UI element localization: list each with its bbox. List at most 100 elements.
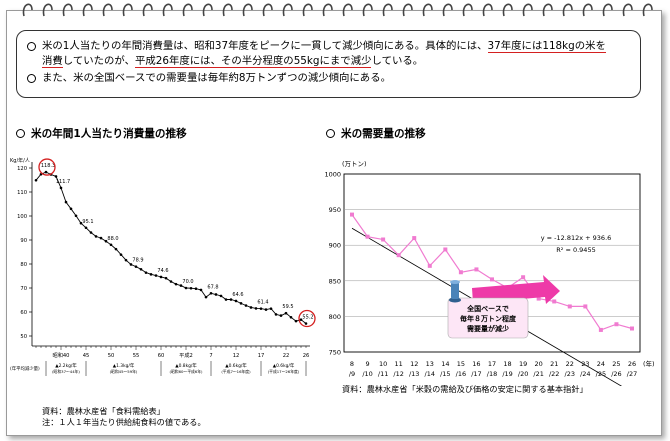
consumption-point xyxy=(179,284,183,287)
y-tick-label: 950 xyxy=(329,206,341,214)
demand-point xyxy=(443,247,448,252)
y-tick-label: 70 xyxy=(20,286,27,292)
summary-line-2: また、米の全国ベースでの需要量は毎年約8万トンずつの減少傾向にある。 xyxy=(27,71,630,86)
consumption-point xyxy=(244,304,248,307)
x-tick-label: 22 xyxy=(566,360,574,368)
x-tick-label: /12 xyxy=(393,370,403,378)
trend-equation: y = -12.812x + 936.6 xyxy=(541,234,612,242)
demand-point xyxy=(427,263,432,268)
consumption-point xyxy=(44,170,48,174)
binder-ring-icon xyxy=(482,3,493,17)
binder-ring-icon xyxy=(302,3,313,17)
y-tick-label: 750 xyxy=(329,349,341,357)
consumption-point xyxy=(219,294,223,298)
binder-ring-icon xyxy=(202,3,213,17)
data-label: 111.7 xyxy=(56,179,70,185)
x-tick-label: 昭和40 xyxy=(53,351,70,359)
binder-ring-icon xyxy=(182,3,193,17)
x-tick-label: 16 xyxy=(472,360,480,368)
x-tick-label: /13 xyxy=(409,370,419,378)
consumption-point xyxy=(144,271,148,274)
binder-ring-icon xyxy=(542,3,553,17)
summary-text: していたのが、 xyxy=(62,55,135,67)
binder-ring-icon xyxy=(262,3,273,17)
circle-bullet-icon xyxy=(27,74,36,83)
callout-text: 毎年８万トン程度 xyxy=(460,314,517,323)
x-tick-label: /18 xyxy=(487,370,497,378)
binder-ring-icon xyxy=(322,3,333,17)
period-range: (昭和60～平成6年) xyxy=(170,369,204,374)
left-chart-title: 米の年間1人当たり消費量の推移 xyxy=(16,126,187,141)
period-rate: ▲1.3kg/年 xyxy=(113,362,135,369)
highlight-circle xyxy=(298,309,316,328)
binder-ring-icon xyxy=(102,3,113,17)
data-label: 88.0 xyxy=(107,236,118,242)
consumption-point xyxy=(109,243,113,247)
y-tick-label: 120 xyxy=(17,166,27,172)
y-tick-label: 50 xyxy=(20,334,27,340)
plot-area xyxy=(343,173,641,353)
callout-text: 全国ベースで xyxy=(466,304,509,313)
demand-point xyxy=(552,299,557,304)
summary-line-1: 米の1人当たりの年間消費量は、昭和37年度をピークに一貫して減少傾向にある。具体… xyxy=(27,39,630,69)
y-tick-label: 80 xyxy=(20,262,27,268)
data-label: 61.4 xyxy=(257,300,268,306)
consumption-point xyxy=(64,200,68,204)
x-tick-label: 45 xyxy=(83,353,90,359)
binder-ring-icon xyxy=(222,3,233,17)
x-tick-label: 平成2 xyxy=(179,351,193,359)
x-tick-label: /14 xyxy=(425,370,435,378)
x-tick-label: /11 xyxy=(378,370,388,378)
consumption-point xyxy=(174,282,178,286)
x-tick-label: /15 xyxy=(440,370,450,378)
right-chart-title: 米の需要量の推移 xyxy=(326,126,426,141)
consumption-point xyxy=(74,214,78,218)
consumption-point xyxy=(284,311,288,315)
binder-ring-icon xyxy=(562,3,573,17)
binder-ring-icon xyxy=(502,3,513,17)
consumption-point xyxy=(294,319,298,323)
demand-point xyxy=(583,304,588,309)
summary-text: している。 xyxy=(371,55,424,67)
binder-ring-icon xyxy=(122,3,133,17)
binder-ring-icon xyxy=(402,3,413,17)
consumption-point xyxy=(119,253,123,256)
binder-ring-icon xyxy=(342,3,353,17)
consumption-point xyxy=(124,258,128,262)
data-label: 78.9 xyxy=(132,258,143,264)
binder-ring-icon xyxy=(622,3,633,17)
binder-ring-icon xyxy=(422,3,433,17)
demand-point xyxy=(521,275,526,280)
rice-demand-chart: (万トン) 750 800 850 900 950 1000 8/9 9/10 10/11 11/1… xyxy=(324,160,655,386)
x-tick-label: 12 xyxy=(410,360,418,368)
per-capita-consumption-chart: Kg/年/人 50 60 70 80 90 100 110 120 昭和40 45 50 55 60 平成2… xyxy=(10,157,316,376)
demand-point xyxy=(350,212,354,217)
consumption-point xyxy=(264,308,268,311)
left-source-note: 資料：農林水産省「食料需給表」 注：１人１年当たり供給純食料の値である。 xyxy=(42,406,206,428)
y-tick-label: 1000 xyxy=(324,171,341,179)
pin-icon xyxy=(451,282,459,299)
callout-text: 需要量が減少 xyxy=(467,324,509,333)
consumption-point xyxy=(84,226,88,230)
data-label: 118.3 xyxy=(41,163,55,169)
consumption-point xyxy=(184,286,188,290)
consumption-point xyxy=(229,298,233,301)
y-tick-label: 110 xyxy=(17,190,27,196)
demand-point xyxy=(365,234,370,239)
consumption-point xyxy=(189,286,193,290)
consumption-point xyxy=(134,265,138,268)
demand-point xyxy=(614,322,619,327)
demand-point xyxy=(412,236,417,241)
summary-text: また、米の全国ベースでの需要量は毎年約8万トンずつの減少傾向にある。 xyxy=(42,72,391,84)
consumption-point xyxy=(79,221,83,225)
binder-ring-icon xyxy=(142,3,153,17)
consumption-point xyxy=(234,299,238,303)
circle-bullet-icon xyxy=(326,129,335,138)
x-tick-label: /16 xyxy=(456,370,466,378)
consumption-point xyxy=(169,280,173,283)
trend-r2: R² = 0.9455 xyxy=(556,246,595,254)
consumption-point xyxy=(34,178,38,182)
x-tick-label: 8 xyxy=(350,360,354,368)
x-tick-label: /22 xyxy=(549,370,559,378)
x-tick-label: 11 xyxy=(395,360,403,368)
